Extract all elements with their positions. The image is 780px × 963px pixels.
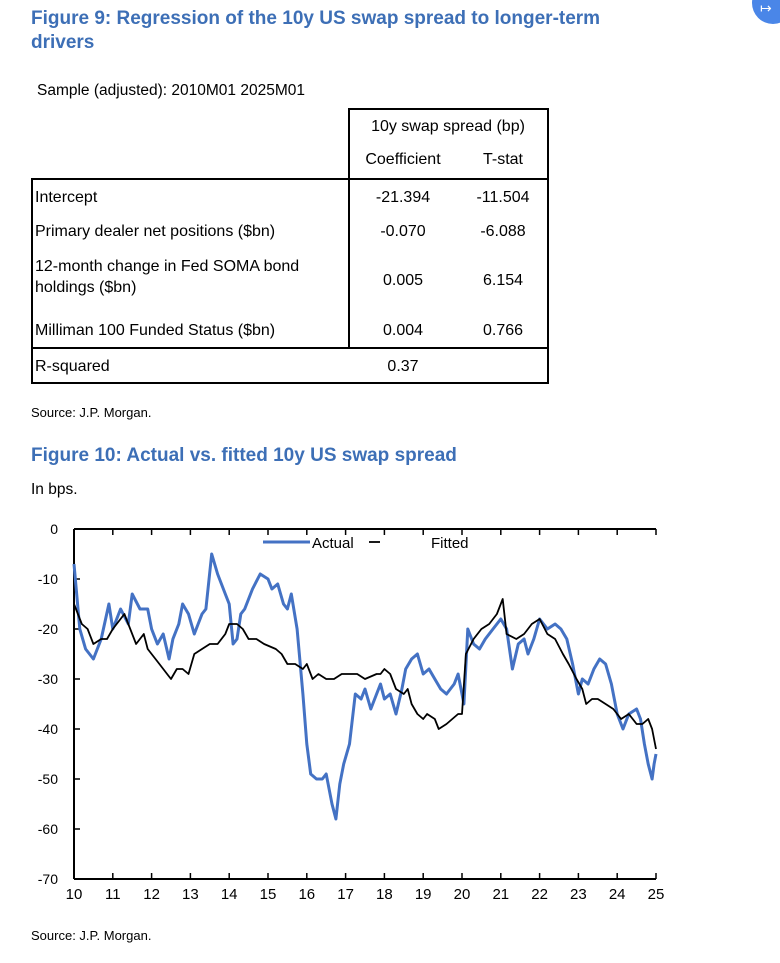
- x-tick-label: 17: [337, 886, 354, 903]
- series-line-actual: [72, 552, 658, 821]
- legend-label-fitted: Fitted: [431, 535, 469, 552]
- row-label: holdings ($bn): [35, 279, 137, 296]
- y-tick-label: -50: [38, 771, 58, 787]
- x-tick-label: 15: [260, 886, 277, 903]
- y-tick-label: -30: [38, 671, 58, 687]
- row-tstat: -11.504: [476, 189, 530, 206]
- x-tick-label: 18: [376, 886, 393, 903]
- row-coef: -0.070: [380, 223, 426, 240]
- figure10-source: Source: J.P. Morgan.: [31, 928, 152, 943]
- y-tick-label: -10: [38, 571, 58, 587]
- x-tick-label: 10: [66, 886, 83, 903]
- figure9-title: Figure 9: Regression of the 10y US swap …: [31, 7, 600, 55]
- row-coef: 0.004: [382, 322, 424, 339]
- y-tick-label: -40: [38, 721, 58, 737]
- y-tick-label: -20: [38, 621, 58, 637]
- x-tick-label: 16: [298, 886, 315, 903]
- x-tick-label: 20: [454, 886, 471, 903]
- row-tstat: 0.766: [482, 322, 524, 339]
- row-tstat: -6.088: [480, 223, 526, 240]
- row-label: 12-month change in Fed SOMA bond: [35, 258, 300, 275]
- row-label: Intercept: [35, 189, 98, 206]
- row-label: Milliman 100 Funded Status ($bn): [35, 322, 276, 339]
- y-tick-label: -70: [38, 871, 58, 887]
- title-line: Figure 9: Regression of the 10y US swap …: [31, 8, 601, 29]
- row-label: Primary dealer net positions ($bn): [35, 223, 276, 240]
- x-tick-label: 24: [609, 886, 626, 903]
- header-coefficient: Coefficient: [365, 151, 441, 168]
- row-coef: -21.394: [375, 189, 431, 206]
- x-tick-label: 14: [221, 886, 238, 903]
- title-line: drivers: [31, 32, 95, 53]
- x-tick-label: 11: [105, 886, 121, 903]
- rsq-value: 0.37: [387, 358, 419, 375]
- x-tick-label: 12: [143, 886, 160, 903]
- figure9-source: Source: J.P. Morgan.: [31, 405, 152, 420]
- x-tick-label: 19: [415, 886, 432, 903]
- x-tick-label: 23: [570, 886, 587, 903]
- header-tstat: T-stat: [482, 151, 523, 168]
- legend-label-actual: Actual: [312, 535, 354, 552]
- y-tick-label: -60: [38, 821, 58, 837]
- x-tick-label: 13: [182, 886, 199, 903]
- x-tick-label: 21: [492, 886, 509, 903]
- y-tick-label: 0: [50, 521, 58, 537]
- regression-table: 10y swap spread (bp) Coefficient T-stat …: [31, 108, 549, 384]
- rsq-label: R-squared: [35, 358, 110, 375]
- chart-units: In bps.: [31, 481, 78, 498]
- figure10-title: Figure 10: Actual vs. fitted 10y US swap…: [31, 445, 457, 466]
- series-line-fitted: [73, 598, 657, 750]
- row-coef: 0.005: [382, 272, 424, 289]
- sample-label: Sample (adjusted): 2010M01 2025M01: [37, 82, 305, 99]
- header-group: 10y swap spread (bp): [371, 118, 525, 135]
- row-tstat: 6.154: [482, 272, 524, 289]
- x-tick-label: 25: [648, 886, 665, 903]
- x-tick-label: 22: [531, 886, 548, 903]
